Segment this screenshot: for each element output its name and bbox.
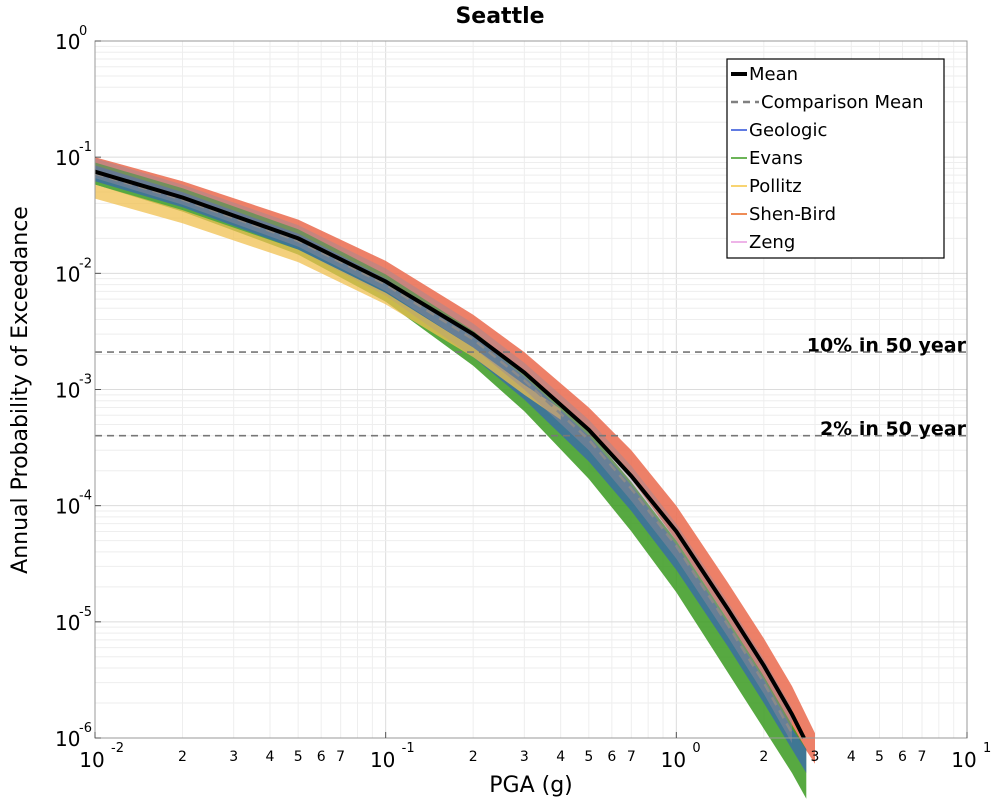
x-minor-tick-label: 7 bbox=[627, 749, 636, 765]
legend-label: Shen-Bird bbox=[749, 204, 836, 225]
y-major-tick-exponent: -5 bbox=[79, 605, 92, 620]
reference-lines: 10% in 50 year 2% in 50 year bbox=[95, 335, 967, 440]
x-minor-tick-label: 3 bbox=[520, 749, 529, 765]
x-minor-tick-label: 6 bbox=[607, 749, 616, 765]
x-minor-tick-label: 2 bbox=[469, 749, 478, 765]
x-minor-tick-label: 2 bbox=[178, 749, 187, 765]
x-major-tick-exponent: -2 bbox=[111, 741, 124, 756]
x-major-tick-exponent: 1 bbox=[983, 741, 991, 756]
x-minor-tick-label: 5 bbox=[875, 749, 884, 765]
legend-label: Comparison Mean bbox=[761, 92, 924, 113]
x-major-tick-label: 10 bbox=[951, 748, 976, 772]
mean-line bbox=[94, 169, 806, 739]
x-minor-tick-label: 2 bbox=[759, 749, 768, 765]
y-axis-label: Annual Probability of Exceedance bbox=[8, 206, 33, 574]
legend-label: Evans bbox=[749, 148, 803, 169]
reference-line-label: 10% in 50 year bbox=[807, 335, 967, 357]
x-minor-tick-label: 7 bbox=[918, 749, 927, 765]
legend-label: Pollitz bbox=[749, 176, 802, 197]
model-bands bbox=[95, 157, 815, 799]
legend-box bbox=[726, 58, 945, 259]
y-major-tick-label: 10 bbox=[55, 727, 80, 751]
mean-curves bbox=[94, 169, 806, 739]
band-zeng bbox=[95, 158, 792, 744]
y-major-tick-label: 10 bbox=[55, 30, 80, 54]
x-minor-tick-label: 3 bbox=[229, 749, 238, 765]
x-major-tick-exponent: -1 bbox=[402, 741, 415, 756]
y-major-tick-exponent: 0 bbox=[79, 24, 87, 39]
y-major-tick-exponent: -6 bbox=[79, 721, 92, 736]
x-minor-tick-label: 4 bbox=[556, 749, 565, 765]
x-minor-tick-label: 5 bbox=[584, 749, 593, 765]
x-major-tick-label: 10 bbox=[370, 748, 395, 772]
y-major-tick-label: 10 bbox=[55, 379, 80, 403]
y-major-tick-exponent: -1 bbox=[79, 140, 92, 155]
y-major-tick-label: 10 bbox=[55, 146, 80, 170]
y-major-tick-label: 10 bbox=[55, 611, 80, 635]
band-geologic bbox=[95, 165, 807, 773]
x-axis-ticks: 10 -22 3 4 5 6 7 10 -12 3 4 5 6 7 10 02 3 4 5 6 7 10 1 bbox=[79, 732, 991, 772]
x-minor-tick-label: 4 bbox=[847, 749, 856, 765]
x-minor-tick-label: 6 bbox=[317, 749, 326, 765]
band-shen-bird bbox=[95, 157, 815, 764]
legend-label: Zeng bbox=[749, 232, 795, 253]
band-pollitz bbox=[95, 184, 561, 420]
y-major-tick-exponent: -4 bbox=[79, 489, 92, 504]
y-major-tick-exponent: -2 bbox=[79, 256, 92, 271]
y-major-tick-exponent: -3 bbox=[79, 373, 92, 388]
x-minor-tick-label: 5 bbox=[294, 749, 303, 765]
comparison-mean-line bbox=[94, 172, 794, 734]
x-minor-tick-label: 3 bbox=[811, 749, 820, 765]
x-major-tick-exponent: 0 bbox=[692, 741, 700, 756]
legend-label: Geologic bbox=[749, 120, 827, 141]
y-major-tick-label: 10 bbox=[55, 262, 80, 286]
legend-label: Mean bbox=[749, 64, 798, 85]
x-axis-label: PGA (g) bbox=[489, 773, 573, 798]
x-minor-tick-label: 4 bbox=[266, 749, 275, 765]
y-major-tick-label: 10 bbox=[55, 495, 80, 519]
x-minor-tick-label: 6 bbox=[898, 749, 907, 765]
reference-line-label: 2% in 50 year bbox=[820, 418, 967, 440]
x-minor-tick-label: 7 bbox=[336, 749, 345, 765]
x-major-tick-label: 10 bbox=[661, 748, 686, 772]
x-major-tick-label: 10 bbox=[79, 748, 104, 772]
legend: Mean Comparison Mean Geologic Evans Pollitz S… bbox=[726, 58, 945, 259]
chart-title: Seattle bbox=[455, 4, 544, 29]
